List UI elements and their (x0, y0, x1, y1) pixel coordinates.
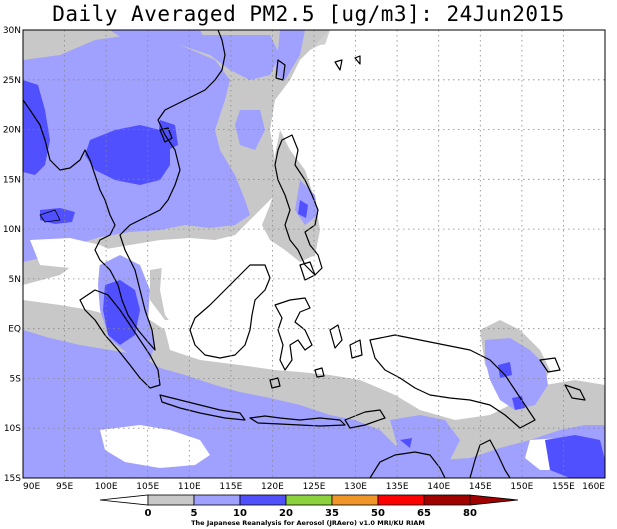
pm25-bin-0-5 (30, 30, 605, 470)
lon-tick-label: 130E (344, 482, 367, 492)
lon-tick-label: 110E (178, 482, 201, 492)
lat-tick-label: 20N (3, 126, 21, 136)
longitude-labels: 90E 95E 100E 105E 110E 115E 120E 125E 130E 135E 14… (23, 482, 605, 492)
legend-swatch (331, 494, 379, 506)
lon-tick-label: 135E (386, 482, 409, 492)
coastlines (23, 30, 586, 478)
lat-tick-label: 5N (9, 275, 21, 285)
legend-level-label: 0 (145, 508, 152, 519)
lon-tick-label: 125E (303, 482, 326, 492)
concentration-field (23, 30, 605, 478)
lon-tick-label: 120E (261, 482, 284, 492)
latitude-labels: 15S 10S 5S EQ 5N 10N 15N 20N 25N 30N (3, 26, 21, 484)
legend-level-label: 20 (279, 508, 293, 519)
lon-tick-label: 150E (510, 482, 533, 492)
lat-tick-label: 5S (10, 374, 22, 384)
lat-tick-label: 15N (3, 175, 21, 185)
lat-tick-label: 15S (4, 474, 21, 484)
legend-swatch (285, 494, 333, 506)
legend-level-label: 35 (325, 508, 339, 519)
legend-level-label: 5 (191, 508, 198, 519)
map-title: Daily Averaged PM2.5 [ug/m3]: 24Jun2015 (52, 2, 565, 26)
map-frame (22, 29, 606, 479)
lon-tick-label: 105E (136, 482, 159, 492)
legend-over-arrow (469, 494, 519, 506)
lon-tick-label: 100E (95, 482, 118, 492)
lon-tick-label: 155E (552, 482, 575, 492)
lat-tick-label: 10S (4, 424, 21, 434)
lat-tick-label: EQ (8, 325, 21, 335)
lon-tick-label: 90E (23, 482, 40, 492)
legend-swatch (147, 494, 195, 506)
lat-tick-label: 30N (3, 26, 21, 36)
legend-under-arrow (99, 494, 149, 506)
lon-tick-label: 95E (56, 482, 73, 492)
legend-swatch (193, 494, 241, 506)
lon-tick-label: 160E (582, 482, 605, 492)
legend-swatch (239, 494, 287, 506)
legend-level-label: 10 (233, 508, 247, 519)
legend-swatch (377, 494, 425, 506)
legend-level-label: 80 (463, 508, 477, 519)
map-grid (23, 30, 605, 478)
lon-tick-label: 115E (219, 482, 242, 492)
lat-tick-label: 25N (3, 76, 21, 86)
legend-swatch (423, 494, 471, 506)
credit-text: The Japanese Reanalysis for Aerosol (JRA… (191, 519, 425, 527)
legend-level-label: 50 (371, 508, 385, 519)
lon-tick-label: 145E (469, 482, 492, 492)
legend-level-label: 65 (417, 508, 431, 519)
colorbar-legend: 0 5 10 20 35 50 65 80 (99, 494, 519, 519)
lat-tick-label: 10N (3, 225, 21, 235)
lon-tick-label: 140E (427, 482, 450, 492)
